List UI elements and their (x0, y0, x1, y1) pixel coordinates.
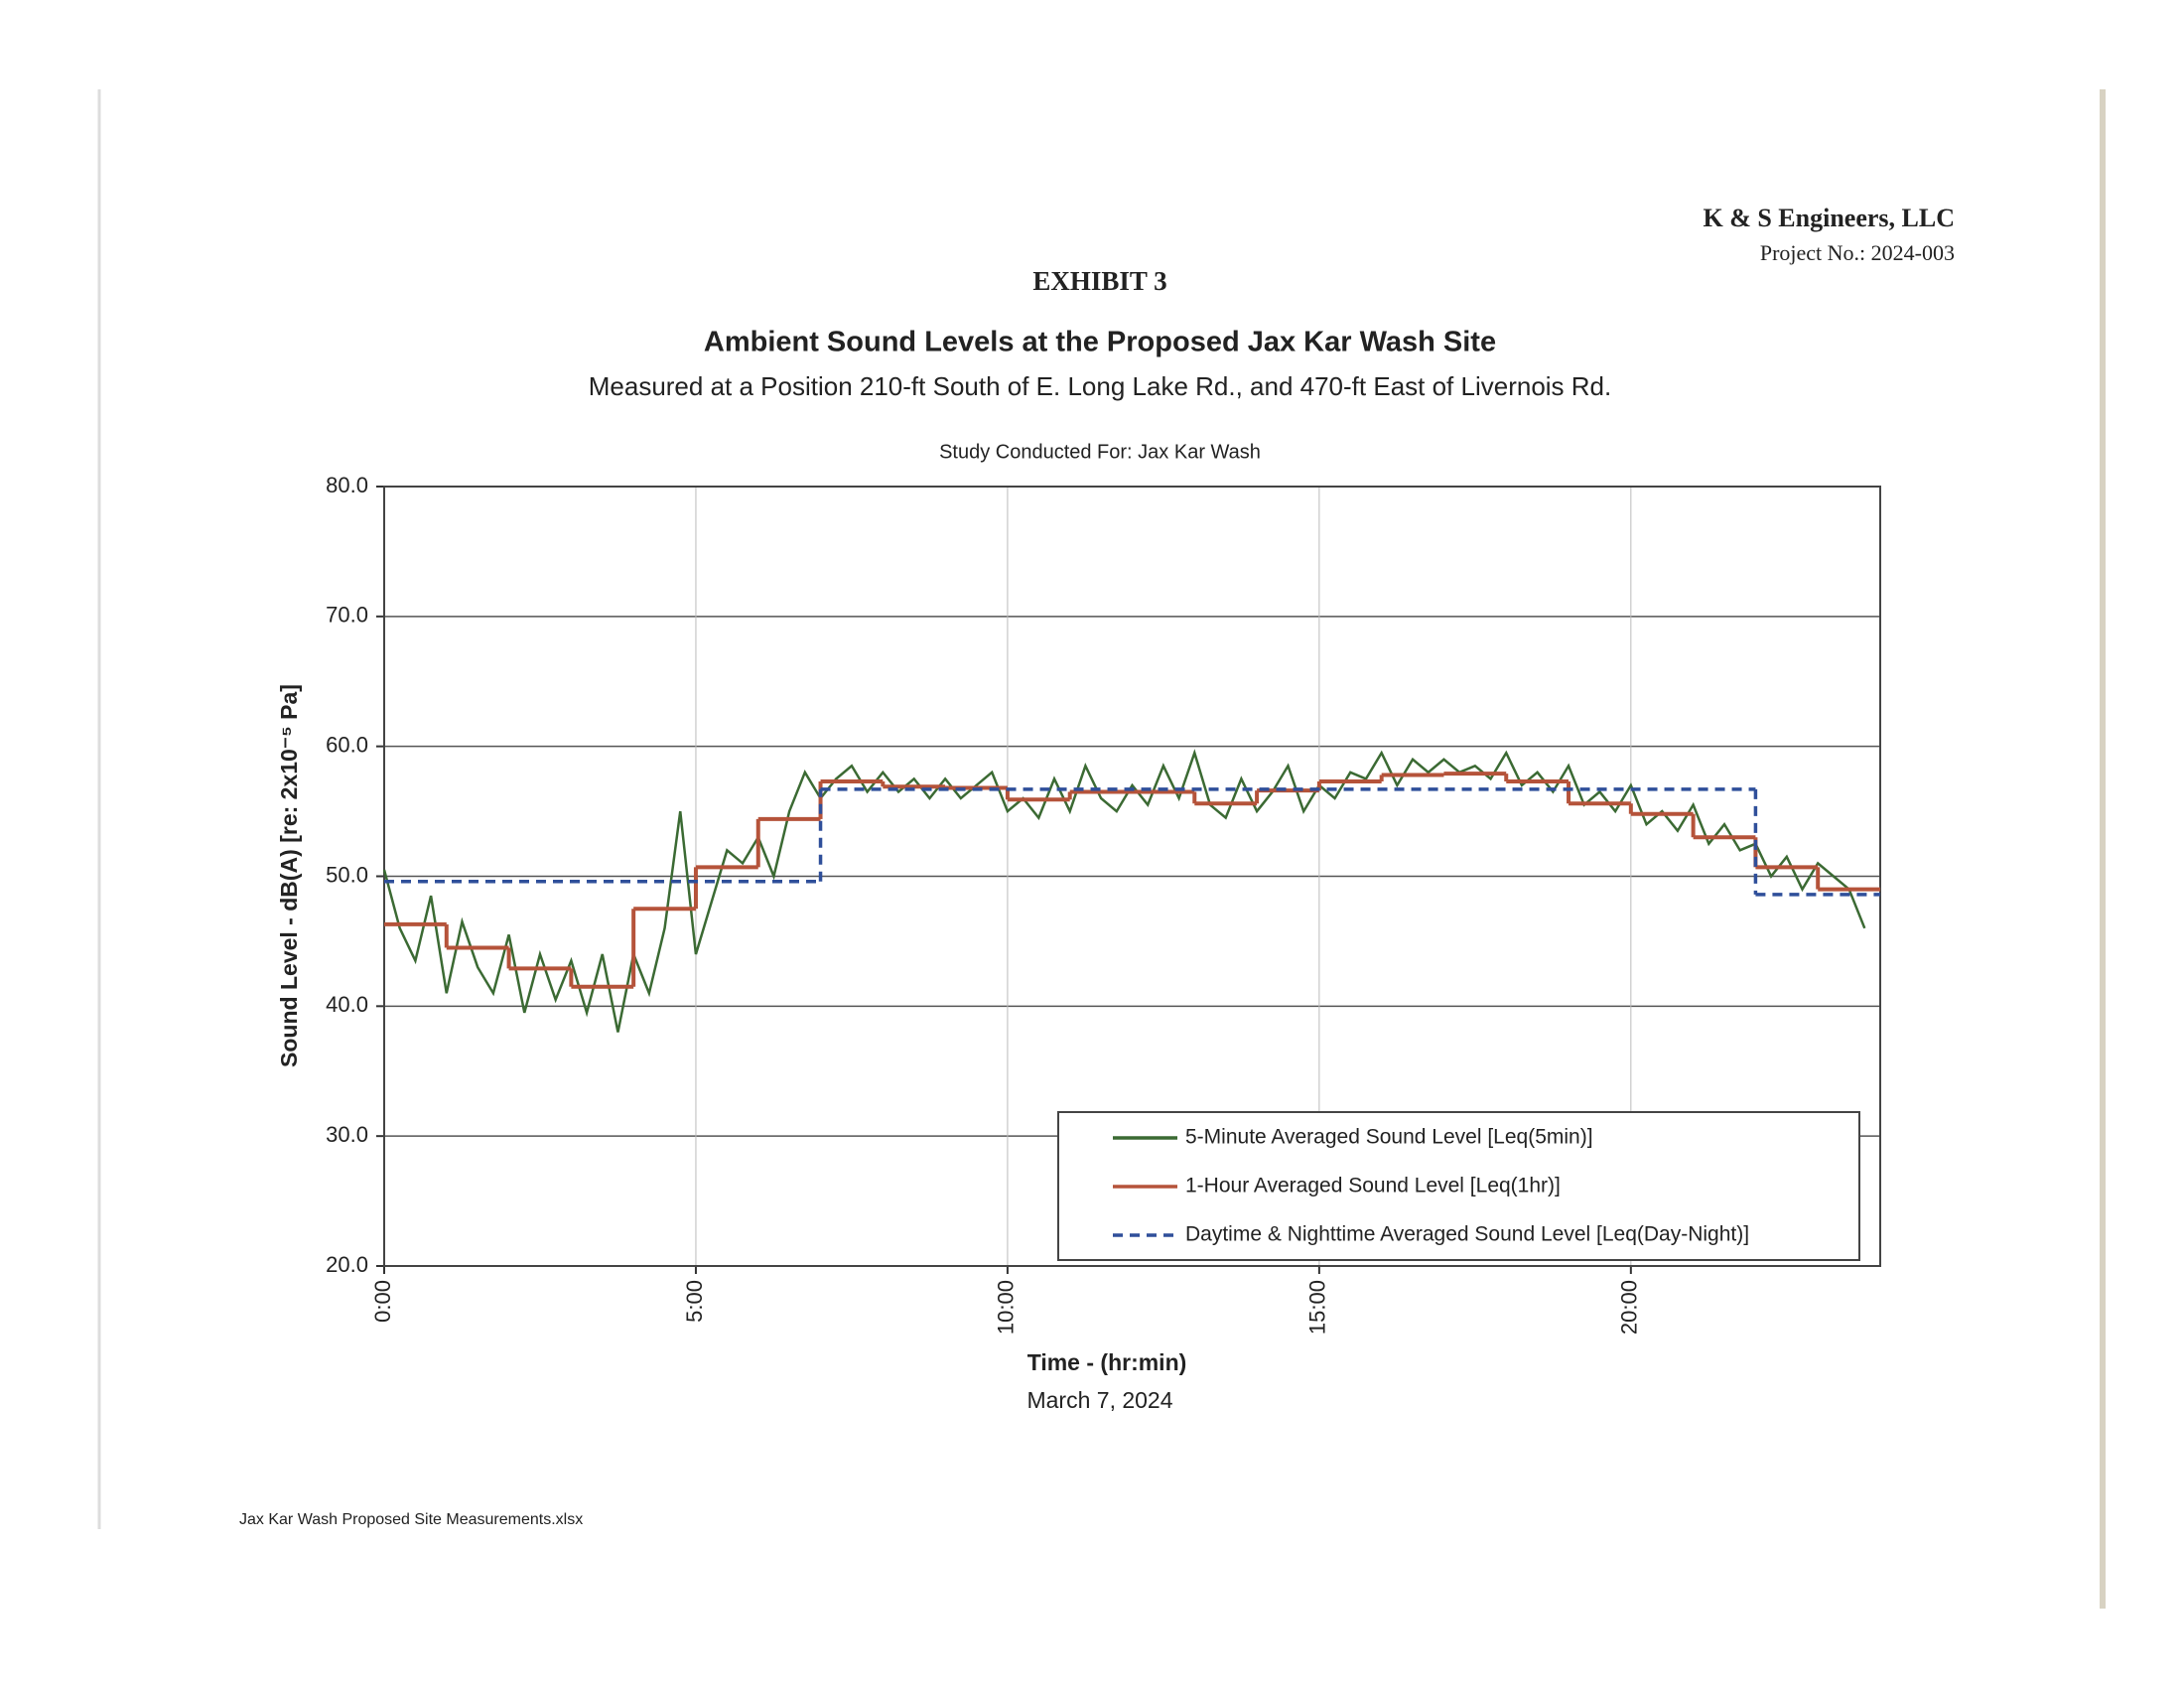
project-number: Project No.: 2024-003 (1760, 240, 1955, 265)
legend-label: 5-Minute Averaged Sound Level [Leq(5min)… (1185, 1126, 1593, 1149)
line-series (382, 749, 1866, 1033)
y-tick-label: 80.0 (326, 473, 368, 497)
chart-note: Study Conducted For: Jax Kar Wash (939, 441, 1261, 463)
y-tick-label: 70.0 (326, 603, 368, 628)
legend-label: 1-Hour Averaged Sound Level [Leq(1hr)] (1185, 1175, 1561, 1197)
y-axis-label: Sound Level - dB(A) [re: 2x10⁻⁵ Pa] (276, 684, 302, 1067)
plot-border (383, 486, 1881, 1267)
exhibit: EXHIBIT 3 (1032, 266, 1166, 296)
y-tick-label: 60.0 (326, 732, 368, 757)
footer: Jax Kar Wash Proposed Site Measurements.… (239, 1511, 583, 1528)
x-tick-label: 10:00 (994, 1280, 1019, 1335)
legend-label: Daytime & Nighttime Averaged Sound Level… (1185, 1223, 1749, 1246)
y-tick-label: 40.0 (326, 992, 368, 1017)
y-tick-label: 50.0 (326, 862, 368, 887)
x-tick-label: 15:00 (1305, 1280, 1330, 1335)
chart-title: Ambient Sound Levels at the Proposed Jax… (704, 327, 1496, 358)
y-tick-label: 30.0 (326, 1122, 368, 1147)
x-tick-label: 5:00 (682, 1280, 707, 1323)
x-axis-label: Time - (hr:min) (1027, 1349, 1187, 1375)
legend-box (1057, 1111, 1860, 1261)
y-tick-label: 20.0 (326, 1252, 368, 1277)
chart-subtitle: Measured at a Position 210-ft South of E… (589, 371, 1612, 401)
x-tick-label: 20:00 (1617, 1280, 1642, 1335)
company: K & S Engineers, LLC (1703, 204, 1955, 232)
x-tick-label: 0:00 (370, 1280, 395, 1323)
x-axis-sublabel: March 7, 2024 (1026, 1387, 1172, 1413)
